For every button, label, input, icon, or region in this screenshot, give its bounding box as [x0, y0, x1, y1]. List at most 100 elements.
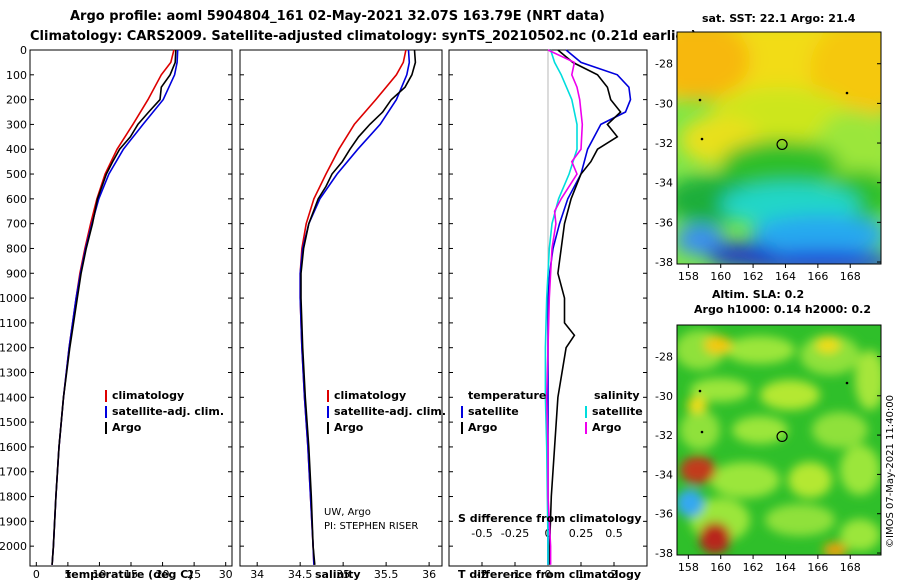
- lon-tick-label: 158: [678, 270, 699, 283]
- lon-tick-label: 168: [840, 270, 861, 283]
- series-satellite-adj-clim-: [51, 49, 179, 565]
- island-marker: [845, 91, 849, 95]
- depth-tick-label: 100: [6, 69, 27, 82]
- series-argo: [51, 49, 177, 565]
- s-diff-tick-label: 0.25: [569, 527, 594, 540]
- legend-climatology-label: climatology: [112, 389, 184, 402]
- lon-tick-label: 168: [840, 561, 861, 574]
- depth-tick-label: 500: [6, 168, 27, 181]
- depth-tick-label: 0: [20, 44, 27, 57]
- depth-tick-label: 300: [6, 118, 27, 131]
- x-tick-label: 10: [92, 568, 106, 580]
- depth-tick-label: 1800: [0, 491, 27, 504]
- x-tick-label: 36: [422, 568, 436, 580]
- difference-chart: -2 -1 0 1 2-0.5 -0.25 0 0.25 0.5: [471, 49, 632, 580]
- island-marker: [845, 381, 849, 385]
- difference-legend: temperature satellite Argo salinity sate…: [458, 389, 643, 525]
- temperature-xlabel: temperature (deg C): [66, 568, 193, 580]
- depth-tick-label: 700: [6, 218, 27, 231]
- series-climatology: [51, 49, 175, 565]
- argo-position-marker: [776, 430, 788, 443]
- x-tick-label: 34.5: [288, 568, 313, 580]
- legend-salinity-title: salinity: [594, 389, 640, 402]
- series-s-argo: [545, 49, 584, 565]
- series-t-argo: [548, 49, 622, 565]
- title-line-2: Climatology: CARS2009. Satellite-adjuste…: [30, 29, 697, 44]
- x-tick-label: 30: [219, 568, 233, 580]
- lat-tick-label: -34: [655, 468, 673, 481]
- legend-climatology-label: climatology: [334, 389, 406, 402]
- x-tick-label: 20: [156, 568, 170, 580]
- legend-argo-label: Argo: [334, 421, 364, 434]
- salinity-panel: [239, 49, 443, 567]
- x-tick-label: 0: [33, 568, 40, 580]
- legend-t-satellite-label: satellite: [468, 405, 519, 418]
- depth-tick-label: 1900: [0, 515, 27, 528]
- depth-tick-label: 1100: [0, 317, 27, 330]
- depth-tick-label: 1600: [0, 441, 27, 454]
- lat-tick-label: -38: [655, 256, 673, 269]
- island-marker: [700, 137, 704, 141]
- s-difference-axis-title: S difference from climatology: [458, 512, 642, 525]
- temperature-legend: climatology satellite-adj. clim. Argo: [105, 389, 224, 434]
- lat-tick-label: -28: [655, 350, 673, 363]
- lon-tick-label: 166: [807, 561, 828, 574]
- x-tick-label: 0: [545, 568, 552, 580]
- x-tick-label: 2: [611, 568, 618, 580]
- legend-satellite-label: satellite-adj. clim.: [112, 405, 224, 418]
- x-tick-label: 5: [64, 568, 71, 580]
- salinity-xlabel: salinity: [315, 568, 361, 580]
- legend-temperature-title: temperature: [468, 389, 546, 402]
- depth-tick-label: 1200: [0, 342, 27, 355]
- sst-map: [677, 32, 881, 264]
- s-diff-tick-label: -0.25: [501, 527, 529, 540]
- depth-tick-label: 900: [6, 267, 27, 280]
- lon-tick-label: 164: [775, 270, 796, 283]
- pi-credit-line-2: PI: STEPHEN RISER: [324, 521, 418, 532]
- series-satellite-adj-clim-: [299, 49, 411, 565]
- series-argo: [300, 49, 417, 565]
- salinity-legend: climatology satellite-adj. clim. Argo UW…: [324, 389, 446, 532]
- lat-tick-label: -32: [655, 429, 673, 442]
- legend-satellite-label: satellite-adj. clim.: [334, 405, 446, 418]
- s-diff-tick-label: 0.5: [605, 527, 623, 540]
- temperature-chart: 0 5 10 15 20 25 30: [33, 49, 233, 580]
- sla-map-frame: [676, 324, 882, 556]
- sst-map-axes: 158 160 162 164 166 168 -28 -30 -32 -34 -36 -38: [655, 58, 881, 283]
- legend-argo-label: Argo: [112, 421, 142, 434]
- pi-credit-line-1: UW, Argo: [324, 507, 371, 518]
- depth-tick-label: 200: [6, 94, 27, 107]
- s-diff-tick-label: -0.5: [471, 527, 492, 540]
- lon-tick-label: 160: [710, 270, 731, 283]
- series-t-satellite: [547, 49, 632, 565]
- island-marker: [698, 98, 702, 102]
- lat-tick-label: -30: [655, 97, 673, 110]
- lat-tick-label: -36: [655, 508, 673, 521]
- sla-map-axes: 158 160 162 164 166 168 -28 -30 -32 -34 -36 -38: [655, 350, 881, 574]
- depth-tick-label: 2000: [0, 540, 27, 553]
- depth-tick-label: 800: [6, 242, 27, 255]
- sla-map-title-1: Altim. SLA: 0.2: [712, 288, 804, 301]
- x-tick-label: 34: [250, 568, 264, 580]
- depth-tick-label: 400: [6, 143, 27, 156]
- series-climatology: [299, 49, 407, 565]
- difference-xlabel: T difference from climatology: [458, 568, 641, 580]
- imos-credit: ©IMOS 07-May-2021 11:40:00: [885, 395, 896, 548]
- x-tick-label: 35.5: [374, 568, 399, 580]
- legend-s-argo-label: Argo: [592, 421, 622, 434]
- sla-map-title-2: Argo h1000: 0.14 h2000: 0.2: [694, 303, 871, 316]
- x-tick-label: 1: [578, 568, 585, 580]
- depth-tick-label: 1300: [0, 367, 27, 380]
- lon-tick-label: 166: [807, 270, 828, 283]
- depth-tick-label: 600: [6, 193, 27, 206]
- lat-tick-label: -28: [655, 58, 673, 71]
- lat-tick-label: -36: [655, 216, 673, 229]
- legend-t-argo-label: Argo: [468, 421, 498, 434]
- depth-tick-label: 1700: [0, 466, 27, 479]
- x-tick-label: -2: [477, 568, 488, 580]
- lat-tick-label: -34: [655, 177, 673, 190]
- depth-tick-label: 1500: [0, 416, 27, 429]
- lon-tick-label: 160: [710, 561, 731, 574]
